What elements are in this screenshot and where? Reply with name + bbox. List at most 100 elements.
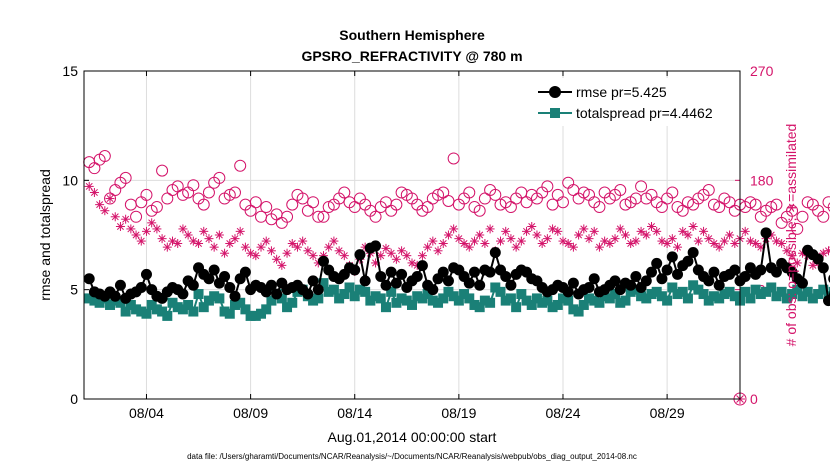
rmse-point <box>469 267 480 278</box>
obs-assimilated-point <box>329 237 338 246</box>
totalspread-point <box>506 293 516 303</box>
obs-assimilated-point <box>423 243 432 252</box>
totalspread-point <box>287 298 297 308</box>
rmse-point <box>302 289 313 300</box>
obs-assimilated-point <box>272 255 281 264</box>
rmse-point <box>84 273 95 284</box>
rmse-point <box>354 249 365 260</box>
rmse-point <box>271 289 282 300</box>
obs-assimilated-point <box>90 188 99 197</box>
obs-assimilated-point <box>486 224 495 233</box>
y-tick-label: 0 <box>70 391 78 407</box>
obs-assimilated-point <box>137 237 146 246</box>
rmse-point <box>141 269 152 280</box>
legend-spread-label: totalspread pr=4.4462 <box>576 105 713 121</box>
x-tick-label: 08/14 <box>337 405 372 421</box>
obs-assimilated-point <box>204 234 213 243</box>
obs-assimilated-point <box>470 237 479 246</box>
obs-assimilated-point <box>106 194 115 203</box>
obs-assimilated-point <box>444 231 453 240</box>
rmse-point <box>688 247 699 258</box>
obs-assimilated-point <box>95 200 104 209</box>
rmse-point <box>427 284 438 295</box>
rmse-point <box>505 280 516 291</box>
rmse-point <box>755 264 766 275</box>
obs-assimilated-point <box>501 227 510 236</box>
x-axis-label: Aug.01,2014 00:00:00 start <box>328 429 497 445</box>
rmse-point <box>370 240 381 251</box>
obs-assimilated-point <box>152 224 161 233</box>
obs-assimilated-point <box>309 251 318 260</box>
y-right-tick-label: 270 <box>750 63 774 79</box>
obs-assimilated-point <box>387 249 396 258</box>
totalspread-point <box>683 293 693 303</box>
obs-assimilated-point <box>324 243 333 252</box>
rmse-point <box>729 264 740 275</box>
obs-assimilated-point <box>230 234 239 243</box>
obs-assimilated-point <box>741 227 750 236</box>
totalspread-point <box>620 296 630 306</box>
totalspread-point <box>162 311 172 321</box>
obs-assimilated-point <box>236 227 245 236</box>
obs-assimilated-point <box>267 246 276 255</box>
legend-rmse-marker <box>549 86 561 98</box>
y-tick-label: 5 <box>70 282 78 298</box>
y-tick-label: 10 <box>62 172 78 188</box>
totalspread-point <box>381 302 391 312</box>
obs-assimilated-point <box>163 243 172 252</box>
rmse-point <box>485 267 496 278</box>
totalspread-point <box>376 293 386 303</box>
totalspread-point <box>194 289 204 299</box>
rmse-point <box>396 269 407 280</box>
obs-assimilated-point <box>210 243 219 252</box>
totalspread-point <box>496 287 506 297</box>
rmse-point <box>229 291 240 302</box>
rmse-point <box>761 227 772 238</box>
obs-assimilated-point <box>199 227 208 236</box>
obs-assimilated-point <box>257 243 266 252</box>
obs-assimilated-point <box>585 234 594 243</box>
obs-assimilated-point <box>824 246 830 255</box>
obs-assimilated-point <box>402 251 411 260</box>
obs-assimilated-point <box>475 231 484 240</box>
obs-assimilated-point <box>673 243 682 252</box>
obs-assimilated-point <box>262 237 271 246</box>
obs-assimilated-point <box>616 224 625 233</box>
totalspread-point <box>188 307 198 317</box>
y-axis-label: rmse and totalspread <box>37 169 53 301</box>
obs-assimilated-point <box>142 227 151 236</box>
totalspread-point <box>407 300 417 310</box>
rmse-point <box>443 275 454 286</box>
x-tick-label: 08/04 <box>129 405 164 421</box>
obs-assimilated-point <box>449 224 458 233</box>
rmse-point <box>412 271 423 282</box>
rmse-point <box>651 258 662 269</box>
x-tick-label: 08/19 <box>441 405 476 421</box>
obs-assimilated-point <box>298 237 307 246</box>
obs-assimilated-point <box>434 246 443 255</box>
totalspread-point <box>261 304 271 314</box>
legend-rmse-label: rmse pr=5.425 <box>576 84 667 100</box>
legend: rmse pr=5.425 totalspread pr=4.4462 <box>532 78 734 126</box>
rmse-point <box>490 247 501 258</box>
obs-assimilated-point <box>147 218 156 227</box>
obs-assimilated-point <box>439 239 448 248</box>
obs-assimilated-point <box>241 243 250 252</box>
rmse-point <box>589 273 600 284</box>
y-tick-label: 15 <box>62 63 78 79</box>
rmse-point <box>240 267 251 278</box>
obs-assimilated-point <box>480 239 489 248</box>
rmse-point <box>708 267 719 278</box>
obs-assimilated-point <box>392 255 401 264</box>
obs-assimilated-point <box>220 249 229 258</box>
rmse-point <box>115 280 126 291</box>
obs-assimilated-point <box>527 222 536 231</box>
obs-assimilated-point <box>418 251 427 260</box>
obs-assimilated-point <box>178 224 187 233</box>
rmse-point <box>417 260 428 271</box>
obs-assimilated-point <box>283 249 292 258</box>
obs-assimilated-point <box>465 243 474 252</box>
obs-assimilated-point <box>173 239 182 248</box>
obs-assimilated-point <box>496 237 505 246</box>
rmse-point <box>136 282 147 293</box>
